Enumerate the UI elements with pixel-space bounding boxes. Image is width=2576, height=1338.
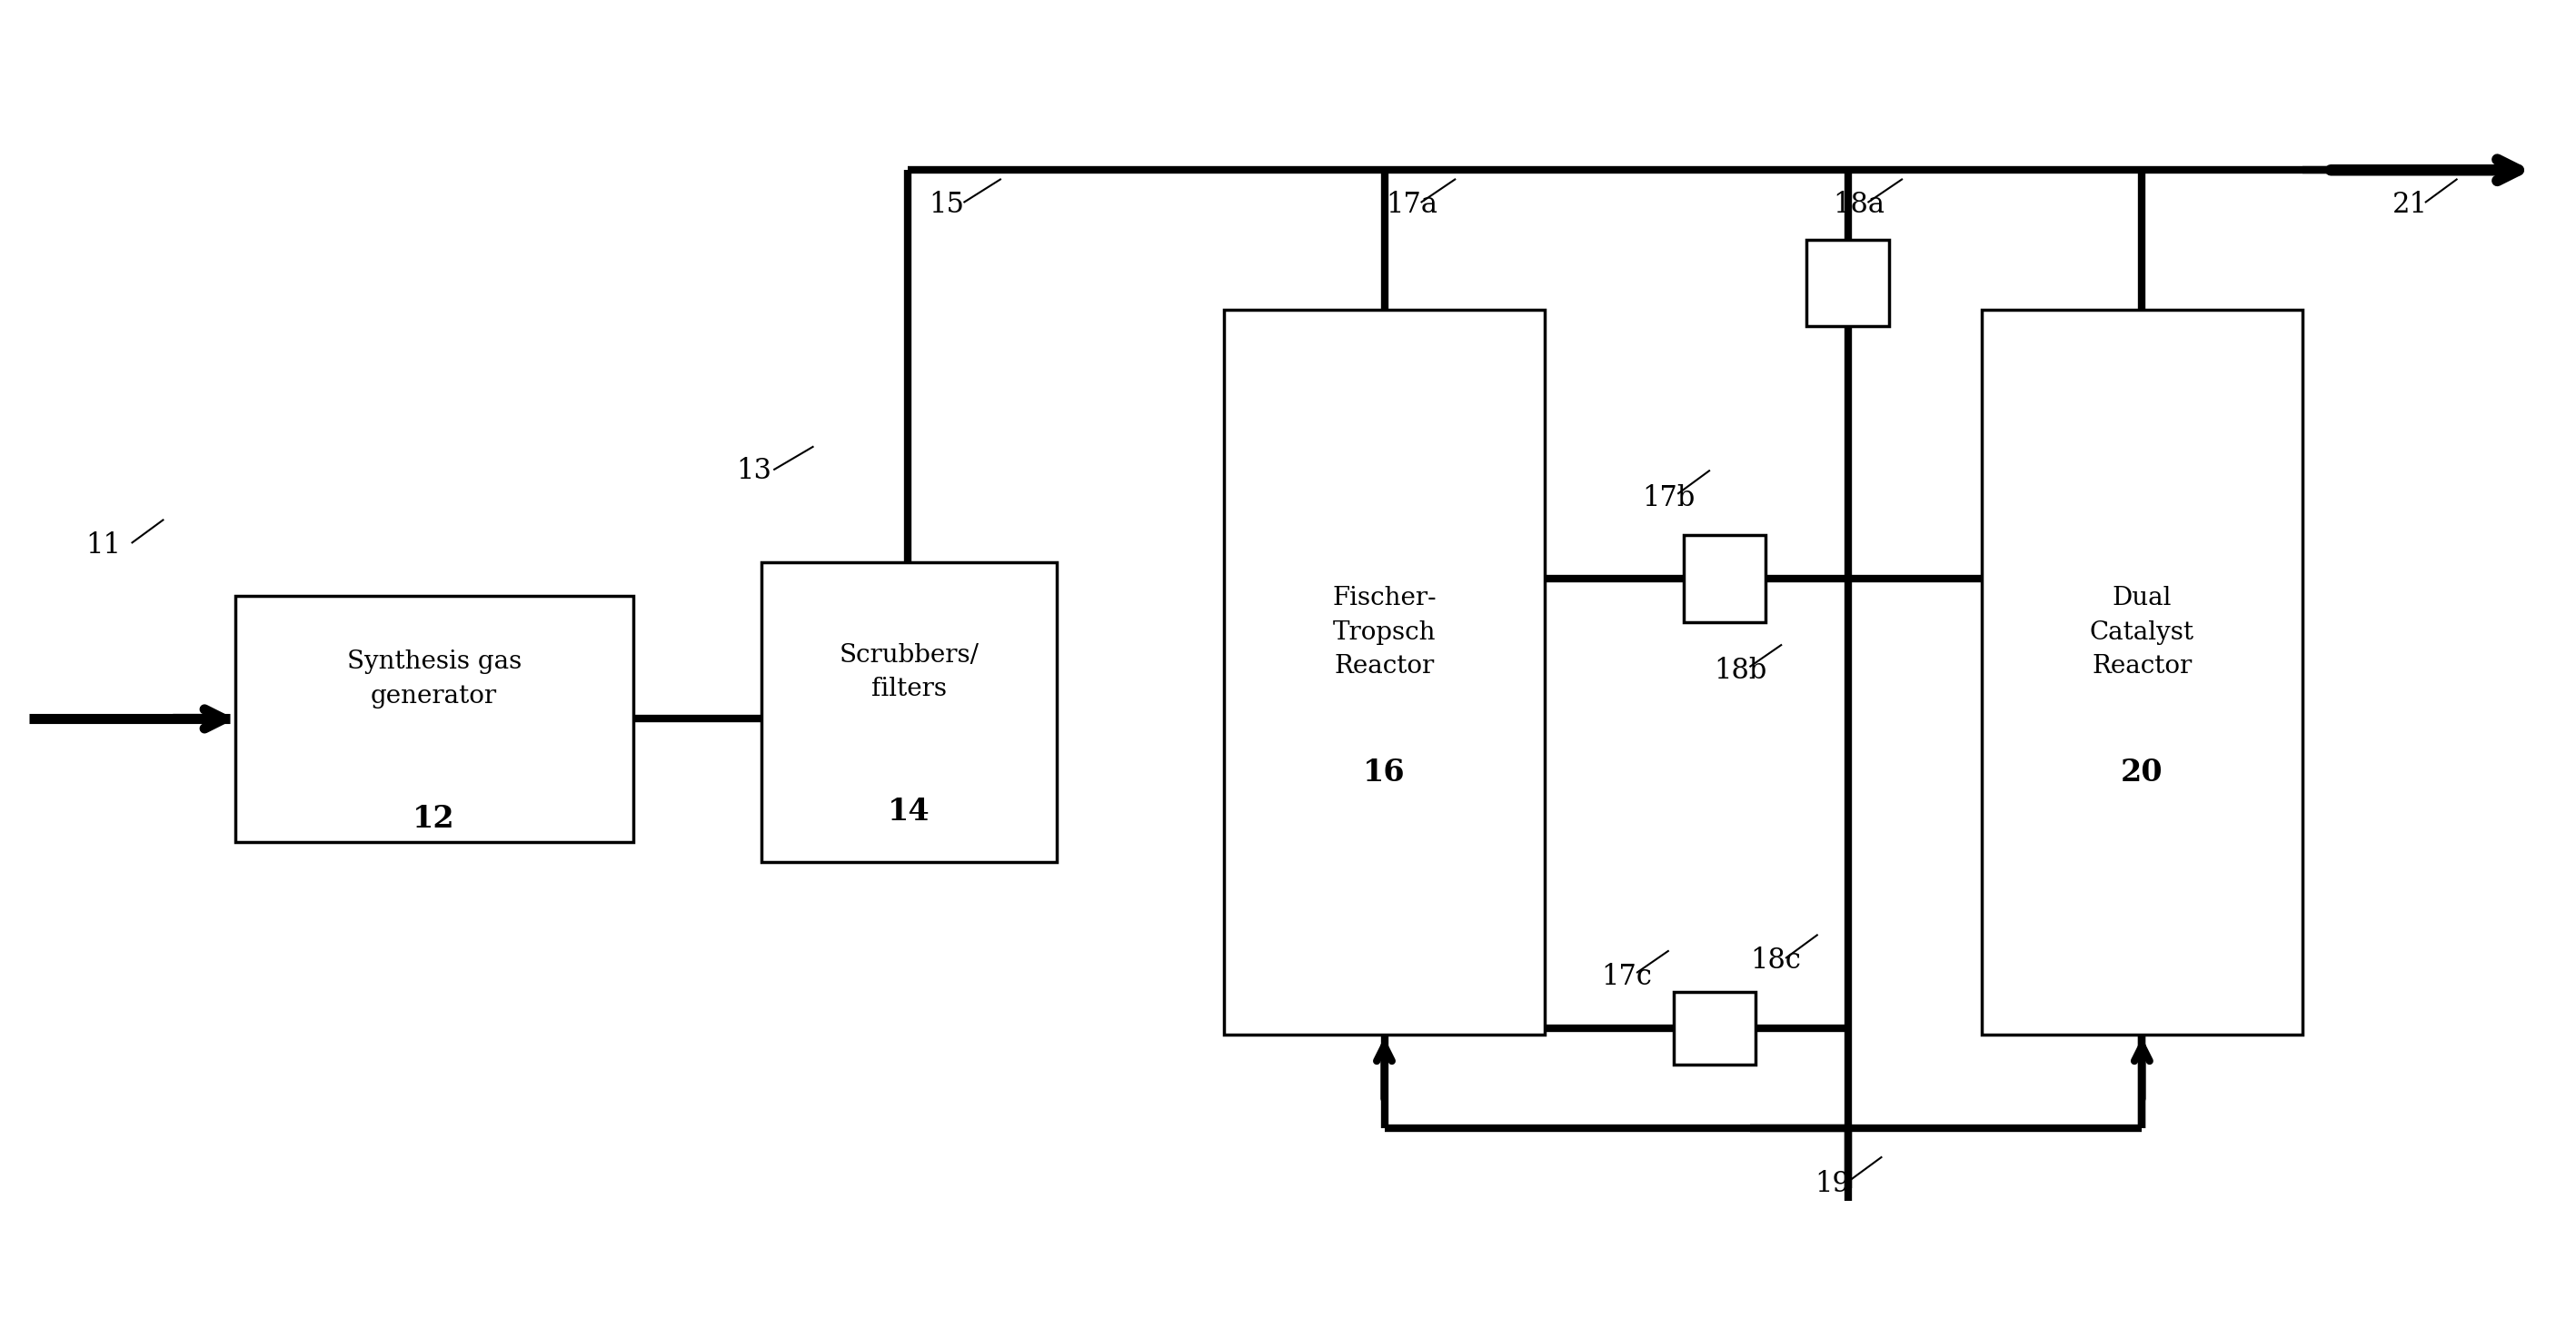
Bar	[1674, 991, 1754, 1065]
Text: Synthesis gas
generator: Synthesis gas generator	[348, 650, 520, 708]
Bar	[1224, 310, 1546, 1034]
Text: 15: 15	[927, 191, 963, 219]
Text: 18b: 18b	[1716, 657, 1767, 685]
Bar	[1981, 310, 2303, 1034]
Text: 21: 21	[2393, 191, 2427, 219]
Text: 16: 16	[1363, 757, 1406, 787]
Bar	[762, 562, 1056, 862]
Text: 18c: 18c	[1749, 947, 1801, 975]
Text: 19: 19	[1814, 1171, 1850, 1199]
Bar	[1685, 535, 1765, 622]
Text: 14: 14	[889, 797, 930, 827]
Text: 13: 13	[737, 458, 770, 486]
Bar	[1806, 240, 1888, 326]
Text: Dual
Catalyst
Reactor: Dual Catalyst Reactor	[2089, 586, 2195, 678]
Text: 17a: 17a	[1386, 191, 1437, 219]
Text: 20: 20	[2120, 757, 2164, 787]
Text: Scrubbers/
filters: Scrubbers/ filters	[840, 644, 979, 701]
Text: Fischer-
Tropsch
Reactor: Fischer- Tropsch Reactor	[1332, 586, 1437, 678]
Bar	[234, 595, 634, 842]
Text: 17c: 17c	[1602, 963, 1651, 991]
Text: 18a: 18a	[1832, 191, 1883, 219]
Text: 17b: 17b	[1643, 484, 1695, 512]
Text: 12: 12	[412, 804, 456, 834]
Text: 11: 11	[85, 531, 121, 559]
